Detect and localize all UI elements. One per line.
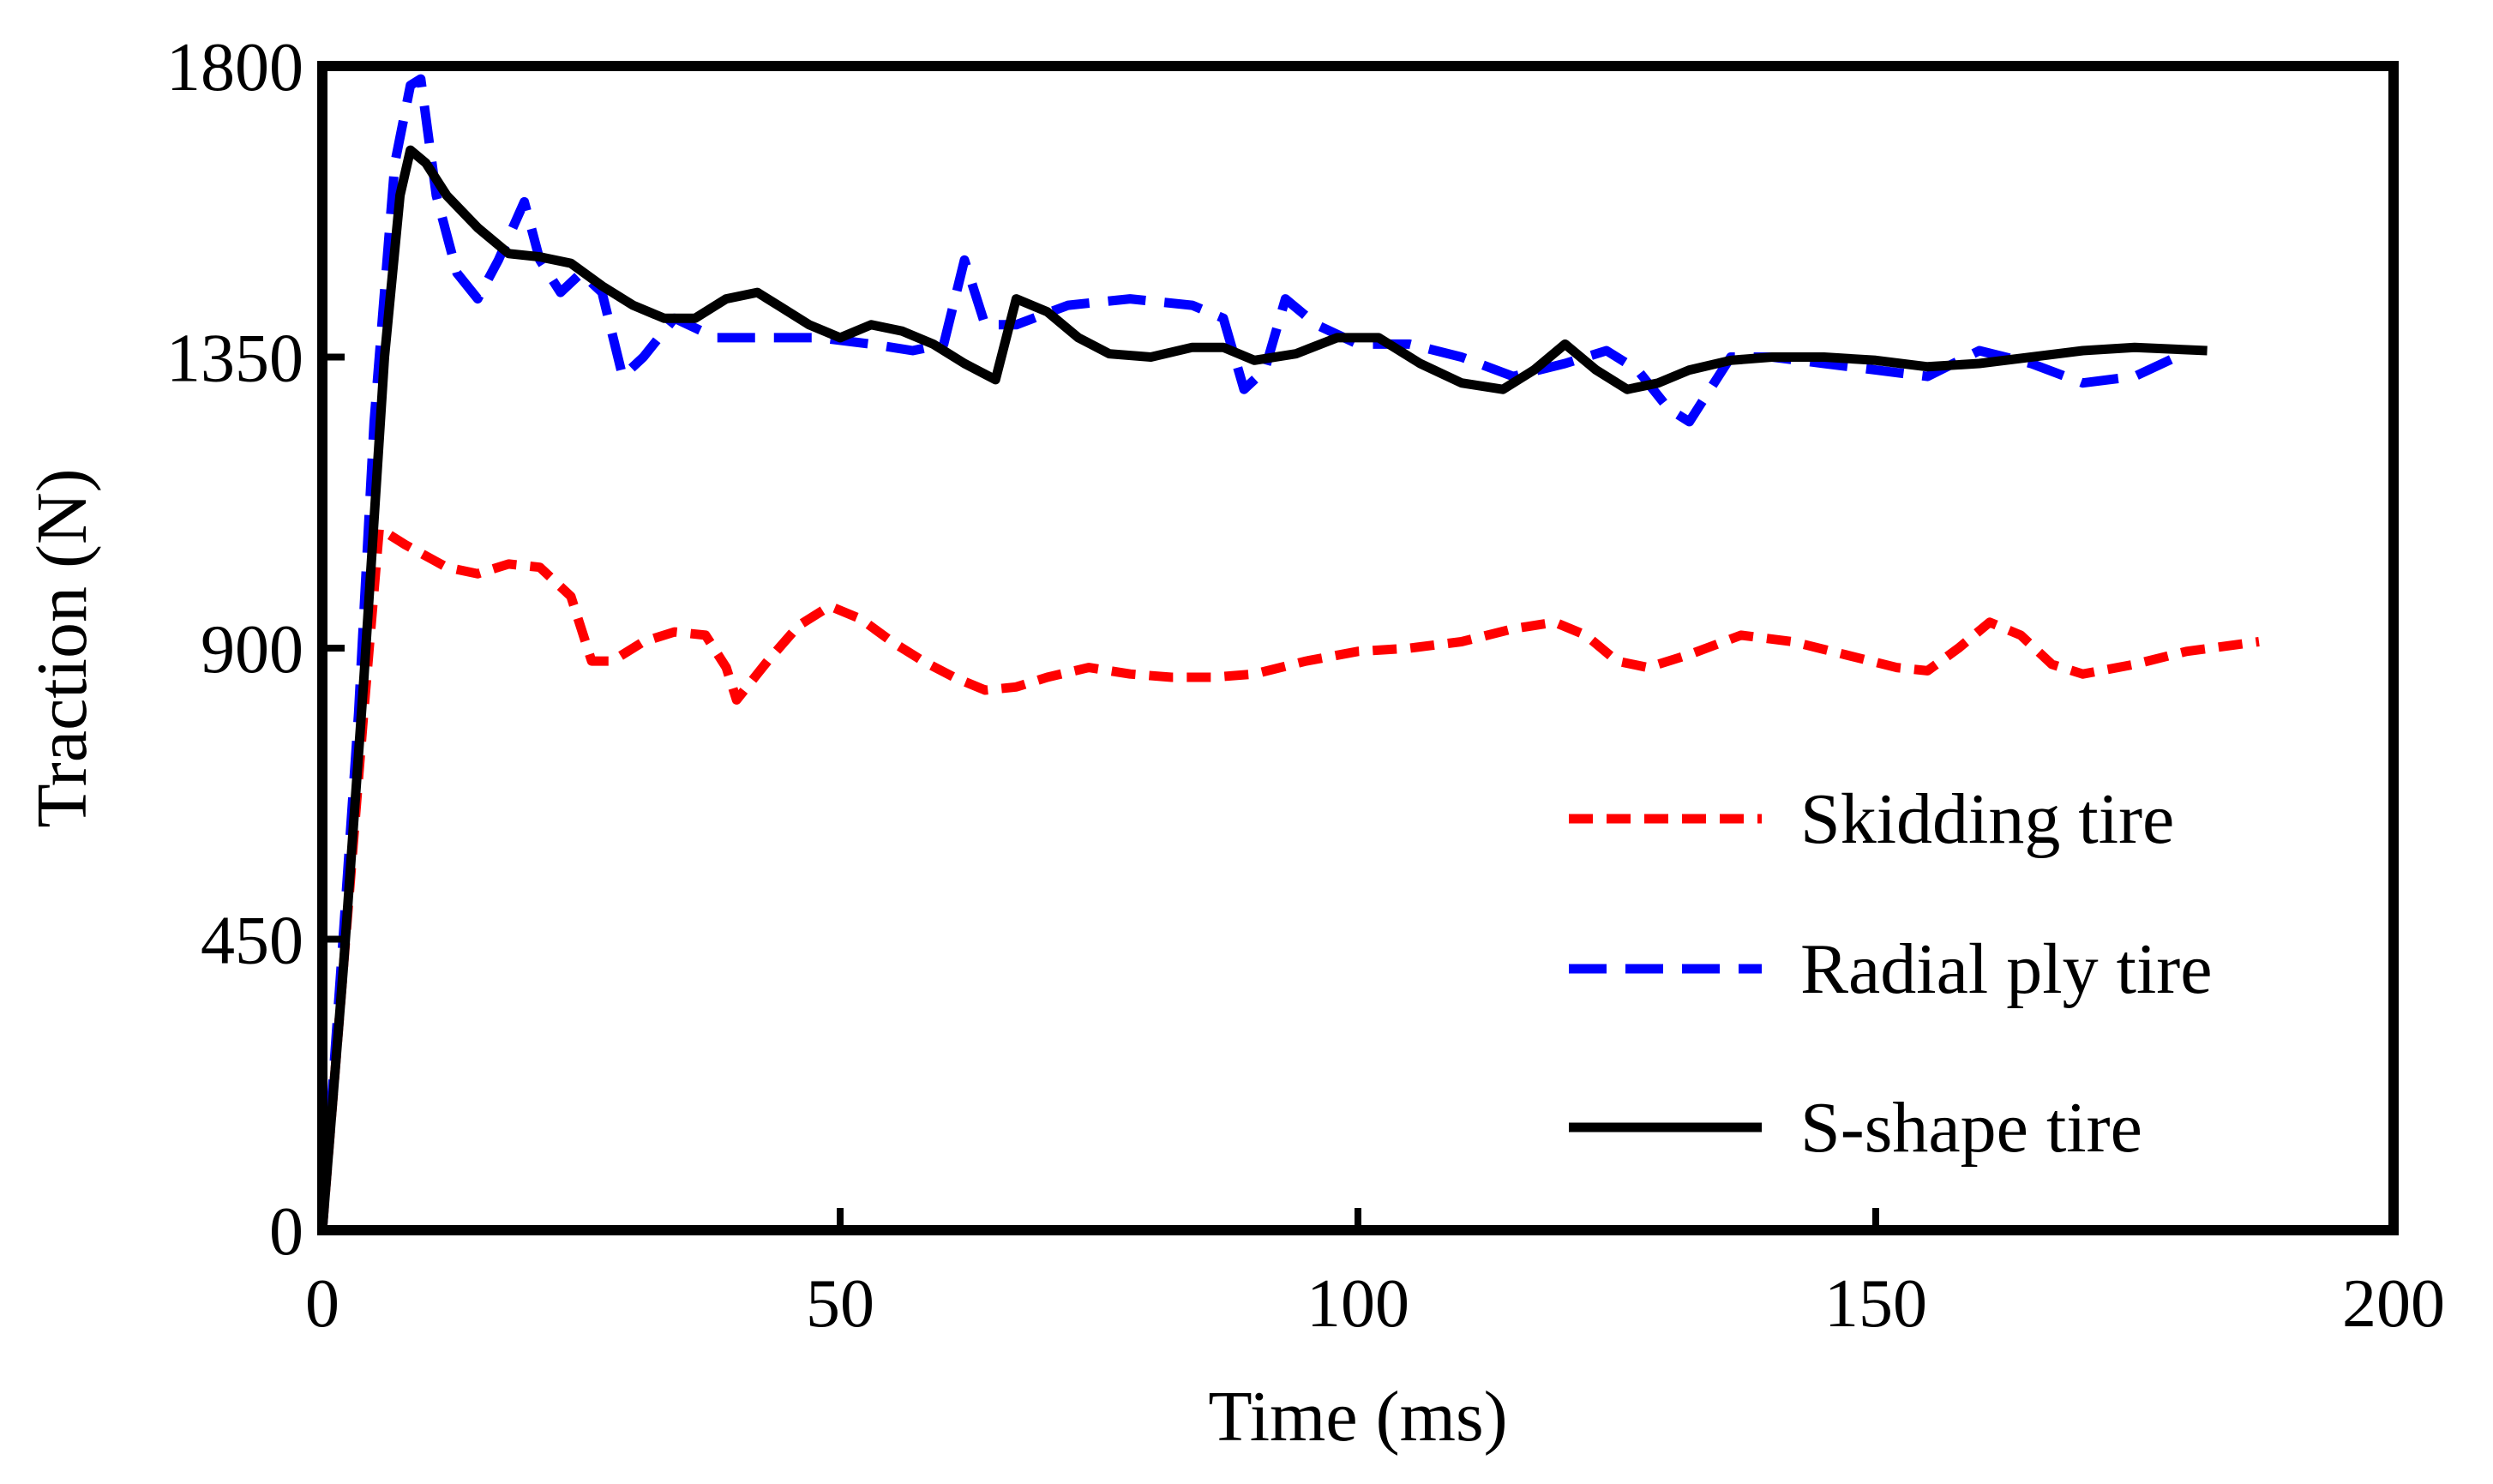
y-tick-label: 900 <box>201 612 303 688</box>
x-tick-label: 150 <box>1824 1266 1927 1342</box>
plot-lines <box>317 74 2260 1231</box>
series-line-radial-ply-tire <box>317 74 2178 1231</box>
y-tick-label: 1800 <box>166 30 303 105</box>
y-tick-label: 0 <box>269 1194 303 1270</box>
legend: Skidding tire Radial ply tire S-shape tire <box>1569 779 2213 1168</box>
x-tick-label: 200 <box>2342 1266 2445 1342</box>
y-tick-label: 450 <box>201 904 303 979</box>
x-tick-label: 100 <box>1307 1266 1409 1342</box>
legend-label-radial-ply-tire: Radial ply tire <box>1800 929 2213 1009</box>
legend-label-skidding-tire: Skidding tire <box>1800 779 2174 859</box>
x-tick-label: 50 <box>806 1266 874 1342</box>
x-axis-ticks: 0 50 100 150 200 <box>305 1208 2445 1342</box>
y-axis-title: Traction (N) <box>22 468 102 827</box>
legend-label-s-shape-tire: S-shape tire <box>1800 1088 2142 1168</box>
y-axis-ticks: 0 450 900 1350 1800 <box>166 30 345 1270</box>
x-tick-label: 0 <box>305 1266 339 1342</box>
x-axis-title: Time (ms) <box>1208 1377 1507 1457</box>
series-line-skidding-tire <box>317 523 2260 1231</box>
y-tick-label: 1350 <box>166 321 303 397</box>
series-line-s-shape-tire <box>317 145 2208 1231</box>
